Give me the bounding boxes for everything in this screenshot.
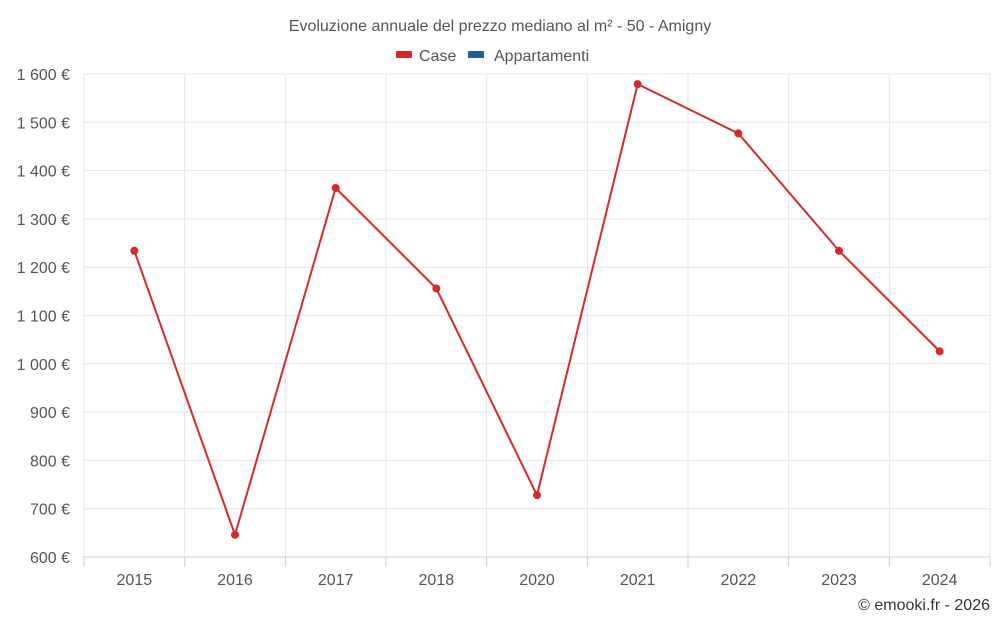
data-point[interactable] (231, 530, 239, 539)
x-tick-label: 2021 (620, 572, 656, 589)
x-tick-label: 2016 (217, 572, 253, 589)
x-tick-label: 2020 (519, 572, 555, 589)
y-tick-label: 700 € (30, 502, 70, 519)
y-tick-label: 1 300 € (17, 212, 70, 229)
chart-title: Evoluzione annuale del prezzo mediano al… (289, 18, 711, 35)
series-line-case (133, 83, 941, 536)
y-tick-label: 1 400 € (17, 164, 70, 181)
data-point[interactable] (633, 80, 642, 89)
data-point[interactable] (835, 246, 843, 255)
y-tick-label: 1 200 € (17, 260, 70, 277)
y-tick-label: 1 000 € (17, 357, 70, 374)
legend-label-case: Case (419, 48, 456, 65)
x-tick-label: 2017 (318, 572, 354, 589)
x-axis: 2015 2016 2017 2018 2020 2021 2022 2023 2024 (83, 556, 991, 589)
plot-area (130, 80, 944, 539)
legend-item-case[interactable]: Case (396, 48, 456, 65)
y-tick-label: 1 100 € (17, 309, 70, 326)
x-tick-label: 2015 (117, 572, 153, 589)
x-tick-label: 2024 (922, 572, 958, 589)
y-axis: 600 € 700 € 800 € 900 € 1 000 € 1 100 € 1 200 … (17, 67, 70, 567)
legend-swatch-appartamenti (468, 51, 484, 58)
legend-label-appartamenti: Appartamenti (494, 48, 589, 65)
x-tick-label: 2023 (821, 572, 857, 589)
x-tick-label: 2018 (419, 572, 455, 589)
legend-swatch-case (396, 51, 412, 58)
y-tick-label: 900 € (30, 405, 70, 422)
y-tick-label: 1 600 € (17, 67, 70, 84)
y-tick-label: 800 € (30, 453, 70, 470)
grid (83, 73, 991, 557)
data-point[interactable] (432, 284, 441, 293)
data-point[interactable] (130, 246, 139, 255)
credit-text: © emooki.fr - 2026 (858, 597, 990, 614)
data-point[interactable] (734, 129, 743, 138)
x-tick-label: 2022 (721, 572, 757, 589)
data-point[interactable] (331, 183, 340, 192)
data-point[interactable] (533, 491, 541, 500)
y-tick-label: 600 € (30, 550, 70, 567)
data-point[interactable] (935, 347, 944, 356)
legend: Case Appartamenti (396, 48, 589, 65)
legend-item-appartamenti[interactable]: Appartamenti (468, 48, 589, 65)
y-tick-label: 1 500 € (17, 115, 70, 132)
